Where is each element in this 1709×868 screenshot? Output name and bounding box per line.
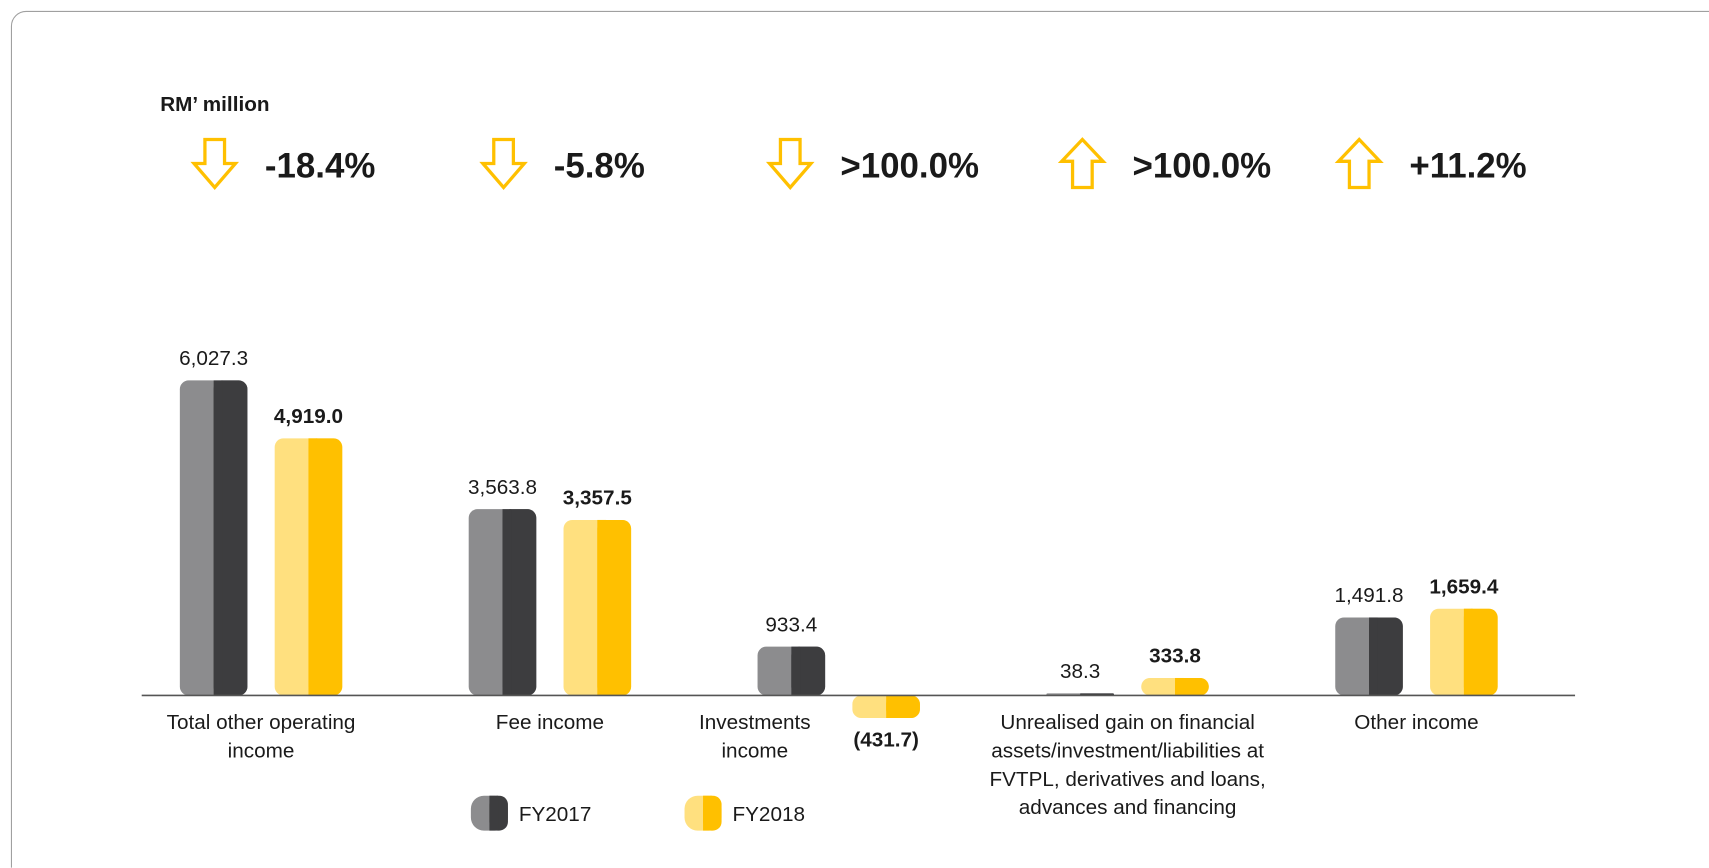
legend-label: FY2017: [519, 803, 592, 826]
change-arrow: [1334, 137, 1384, 190]
bar-dark-half: [886, 695, 895, 718]
category-label: Investments income: [698, 711, 811, 763]
bar: [563, 519, 632, 696]
bar-dark-half: [1080, 693, 1082, 696]
category-label: Fee income: [495, 711, 605, 735]
value-label: 333.8: [1149, 645, 1201, 668]
legend-swatch: [684, 795, 722, 831]
bar-dark-half: [1175, 677, 1184, 696]
change-label: +11.2%: [1409, 147, 1526, 186]
bar-dark-half: [213, 380, 223, 696]
category-label: Other income: [1354, 711, 1479, 735]
category-label: Total other operating income: [166, 711, 356, 763]
value-label: 3,357.5: [563, 487, 632, 510]
swatch-dark: [489, 795, 499, 831]
category-label: Unrealised gain on financial assets/inve…: [989, 711, 1266, 820]
value-label: 1,491.8: [1335, 584, 1404, 607]
bar: [1335, 617, 1403, 696]
bar-dark-half: [308, 438, 318, 696]
change-arrow: [479, 137, 528, 190]
bar: [468, 509, 537, 696]
change-label: >100.0%: [1133, 147, 1272, 186]
value-label: 933.4: [765, 613, 817, 636]
value-label: 1,659.4: [1429, 575, 1499, 598]
value-label: 4,919.0: [274, 405, 343, 428]
bar: [852, 695, 920, 718]
change-arrow: [765, 137, 815, 190]
value-label: 6,027.3: [179, 347, 248, 370]
bar-dark-half: [1463, 608, 1473, 696]
bar: [757, 646, 826, 696]
legend-swatch: [470, 795, 508, 831]
card: [10, 10, 1709, 868]
change-label: -5.8%: [554, 147, 645, 186]
swatch-dark: [703, 795, 712, 831]
value-label: (431.7): [853, 728, 919, 751]
value-label: 38.3: [1060, 660, 1100, 683]
value-label: 3,563.8: [468, 476, 537, 499]
bar-dark-half: [502, 509, 512, 696]
change-arrow: [1057, 137, 1107, 190]
unit-title: RM’ million: [160, 93, 269, 116]
bar: [1430, 608, 1498, 696]
bar: [179, 380, 248, 696]
bar: [1141, 677, 1209, 696]
bar-dark-half: [791, 646, 801, 696]
change-label: -18.4%: [265, 147, 376, 186]
legend-label: FY2018: [732, 803, 805, 826]
bar: [274, 438, 343, 696]
bar-dark-half: [597, 519, 607, 696]
change-label: >100.0%: [840, 147, 979, 186]
bar-dark-half: [1369, 617, 1378, 696]
change-arrow: [190, 137, 240, 190]
